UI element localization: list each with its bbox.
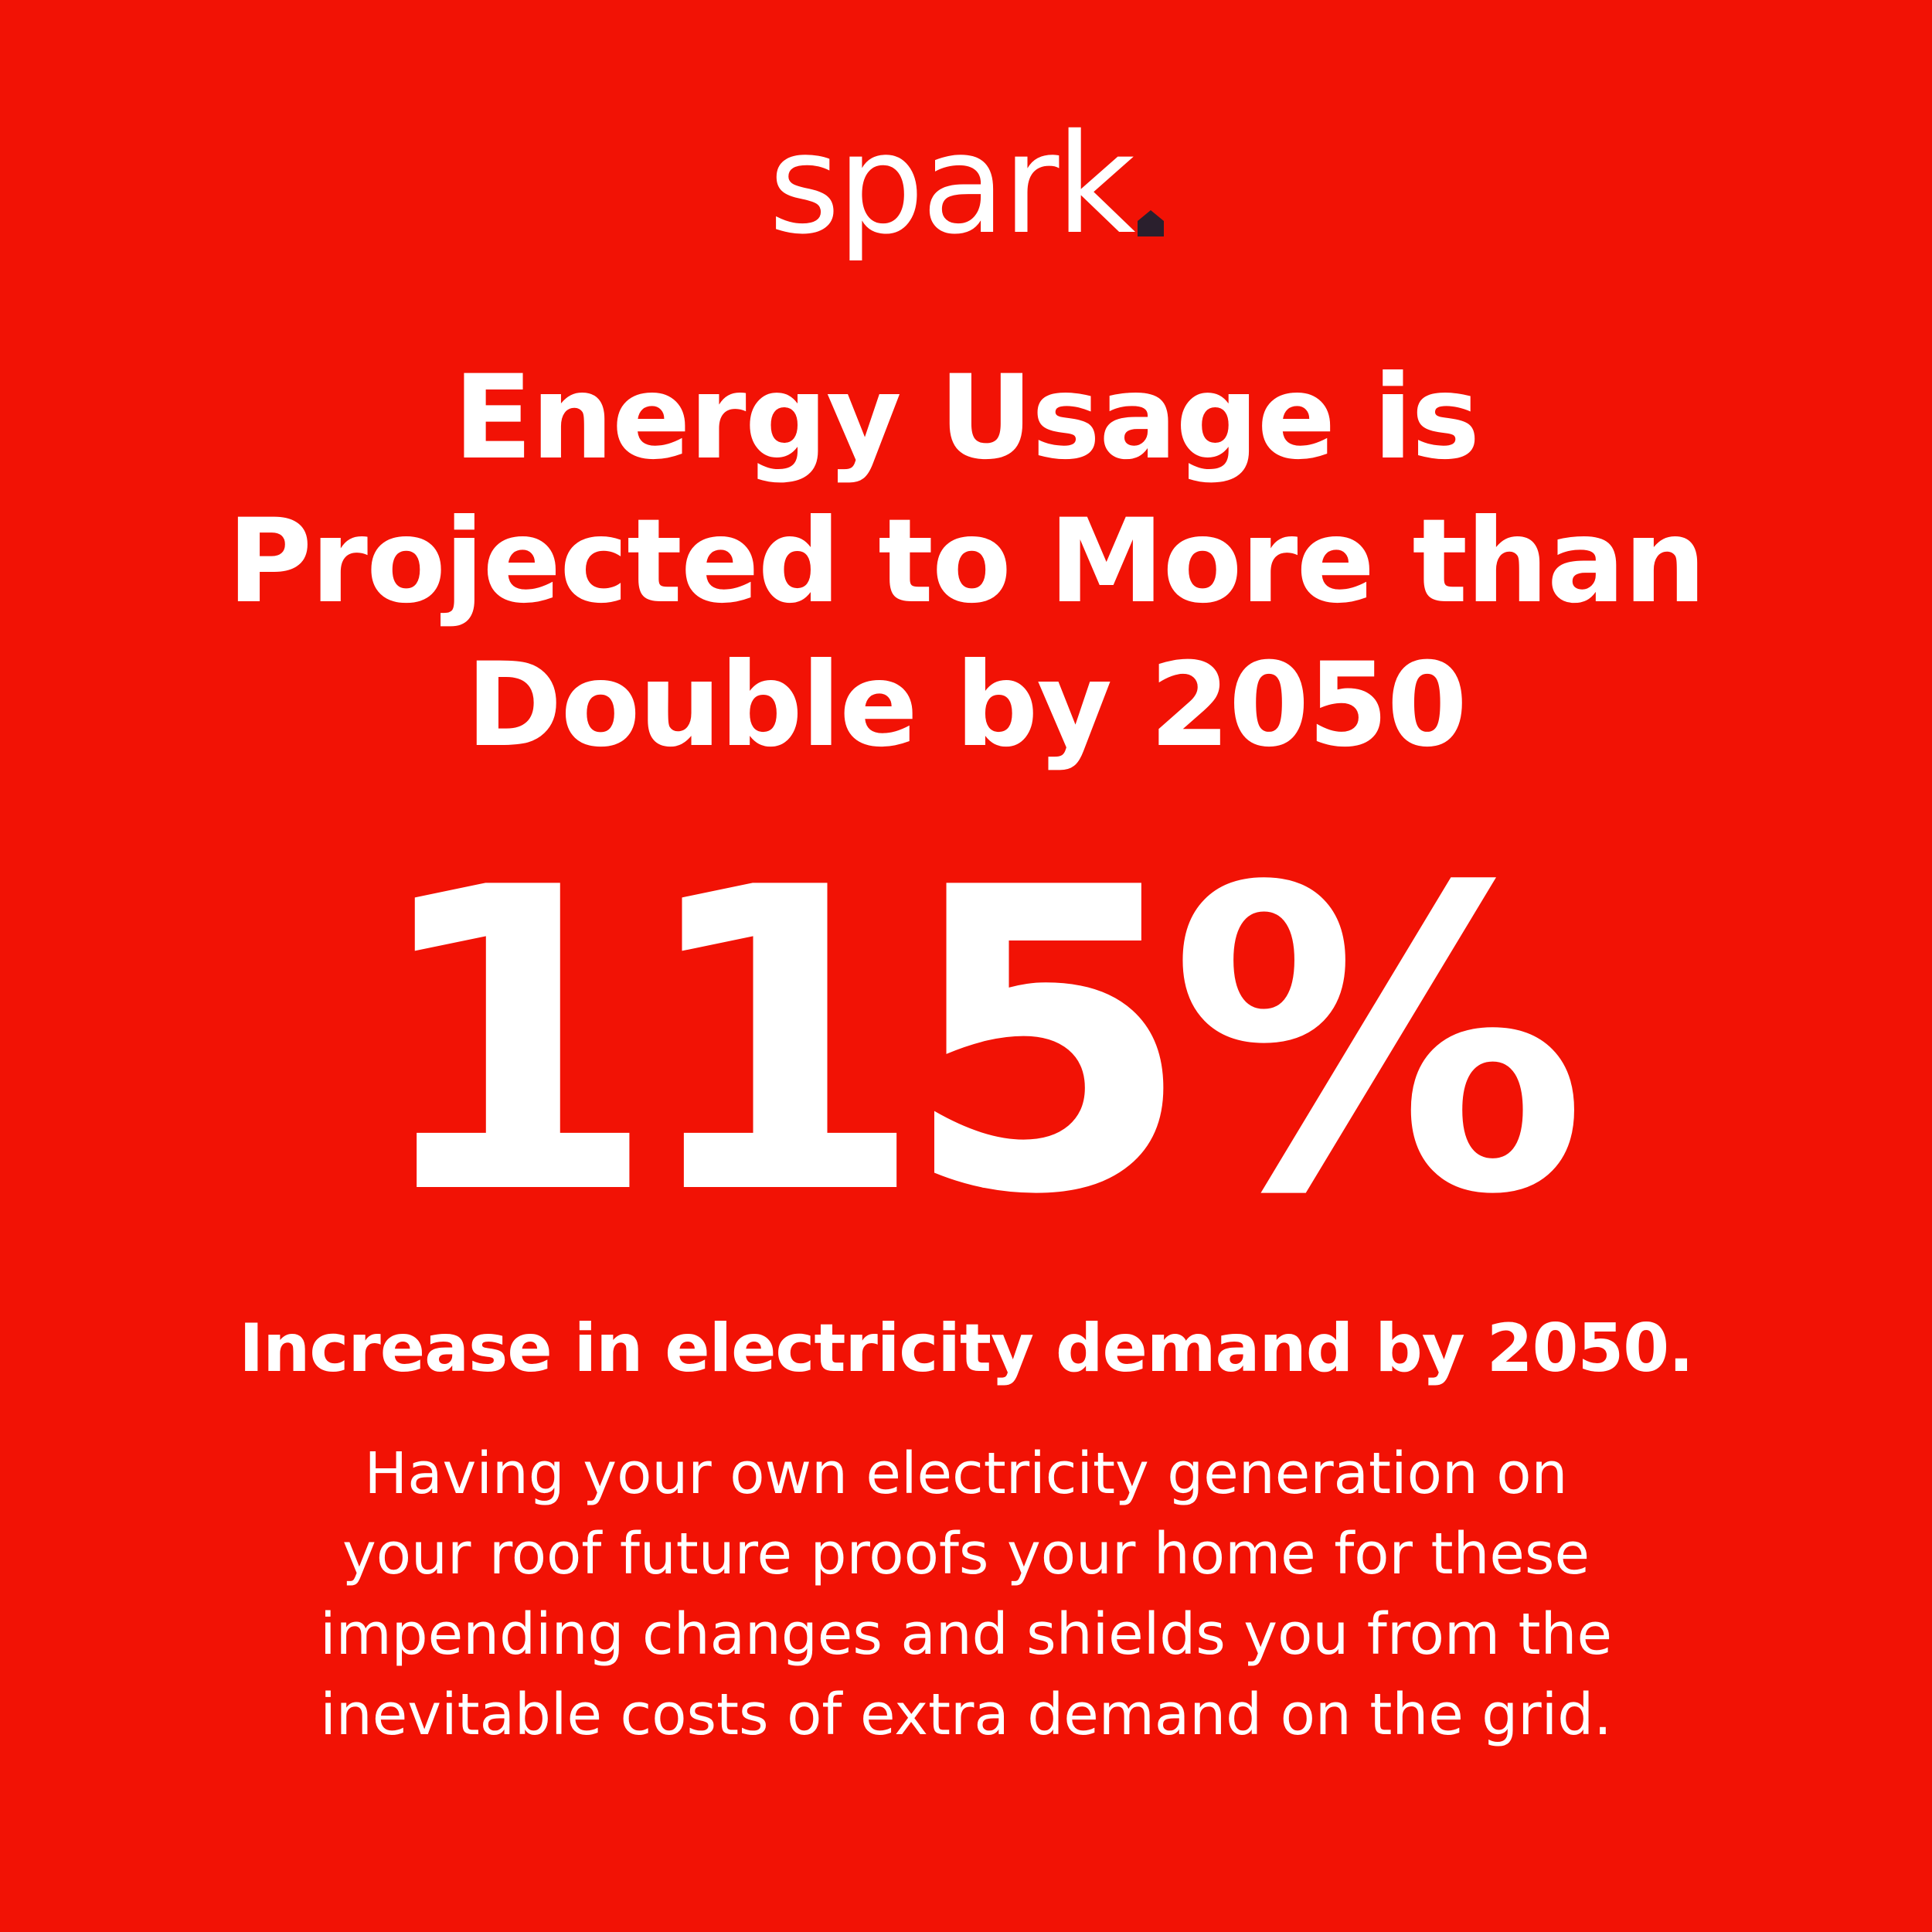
logo-wordmark: spark bbox=[768, 104, 1135, 264]
headline-line: Projected to More than bbox=[227, 495, 1706, 629]
brand-logo: spark bbox=[0, 116, 1932, 253]
headline: Energy Usage is Projected to More than D… bbox=[116, 346, 1816, 777]
house-dot-icon bbox=[1137, 210, 1164, 236]
headline-line: Double by 2050 bbox=[466, 638, 1468, 773]
body-line: impending changes and shields you from t… bbox=[320, 1601, 1612, 1668]
headline-line: Energy Usage is bbox=[453, 351, 1481, 485]
body-line: Having your own electricity generation o… bbox=[364, 1440, 1568, 1507]
body-line: inevitable costs of extra demand on the … bbox=[320, 1682, 1612, 1748]
body-paragraph: Having your own electricity generation o… bbox=[116, 1434, 1816, 1755]
stat-caption: Increase in electricity demand by 2050. bbox=[239, 1310, 1694, 1387]
big-stat-value: 115% bbox=[367, 801, 1587, 1286]
body-line: your roof future proofs your home for th… bbox=[342, 1521, 1590, 1587]
